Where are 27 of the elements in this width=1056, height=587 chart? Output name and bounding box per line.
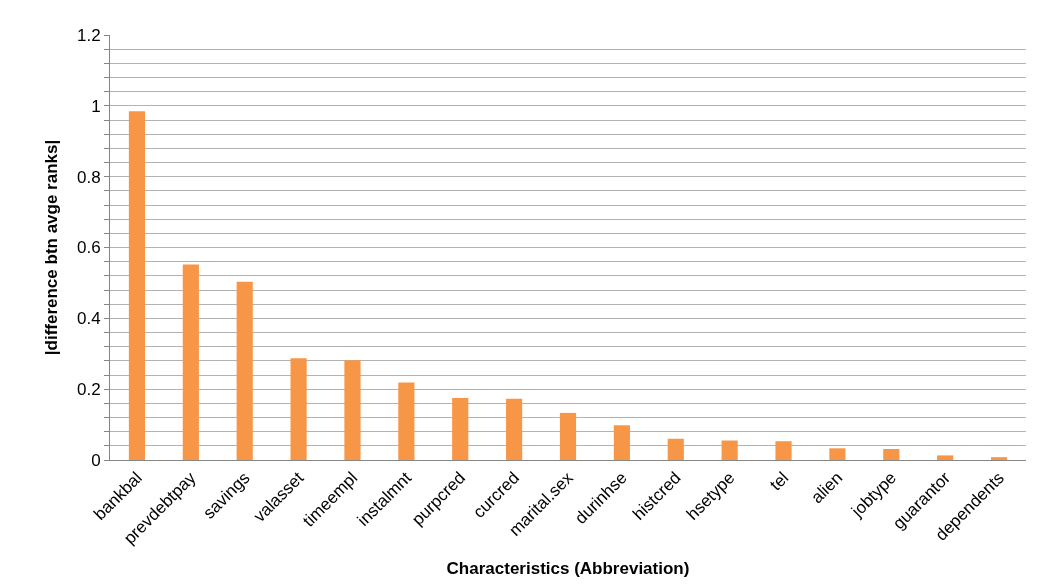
bar bbox=[452, 398, 469, 460]
bar bbox=[506, 398, 523, 460]
y-tick-label: 0.6 bbox=[76, 238, 101, 258]
y-tick-label: 1 bbox=[91, 96, 101, 116]
y-tick-label: 0 bbox=[91, 450, 101, 470]
y-tick-label: 1.2 bbox=[76, 25, 101, 45]
x-tick-label: tel bbox=[766, 468, 793, 495]
y-axis-title: |difference btn avge ranks| bbox=[41, 139, 61, 356]
bar bbox=[559, 412, 577, 460]
bar bbox=[290, 358, 307, 460]
bar bbox=[667, 438, 684, 460]
bar bbox=[829, 448, 846, 460]
y-tick-label: 0.2 bbox=[76, 380, 101, 400]
bar bbox=[883, 449, 900, 460]
bar bbox=[182, 264, 199, 460]
bar bbox=[990, 457, 1008, 460]
y-tick-label: 0.8 bbox=[76, 167, 101, 187]
bar bbox=[937, 455, 954, 460]
bar bbox=[775, 441, 792, 460]
x-axis-title: Characteristics (Abbreviation) bbox=[446, 559, 690, 579]
bar bbox=[613, 425, 630, 460]
bar bbox=[721, 440, 738, 460]
y-tick-label: 0.4 bbox=[76, 309, 101, 329]
bar bbox=[128, 111, 146, 460]
bar bbox=[398, 382, 415, 460]
bar bbox=[344, 360, 361, 460]
bar bbox=[236, 281, 253, 460]
